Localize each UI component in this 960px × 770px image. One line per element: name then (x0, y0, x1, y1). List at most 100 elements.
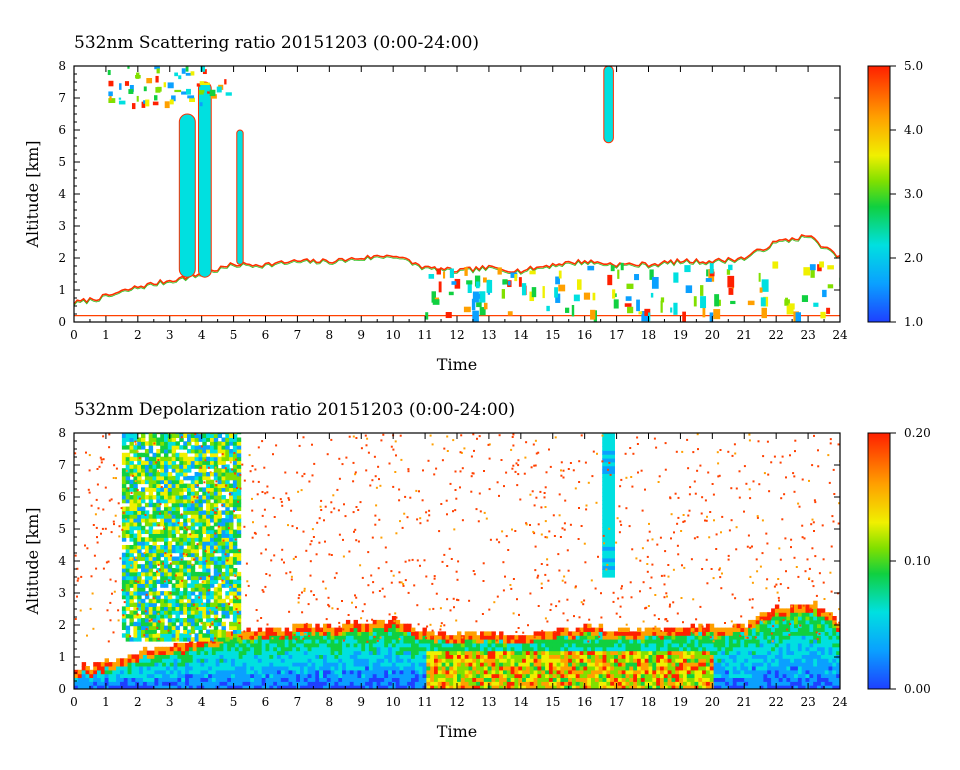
depol-cell (422, 654, 427, 659)
depol-cell (637, 681, 642, 686)
depol-cell (196, 681, 201, 686)
depol-cell (288, 673, 293, 678)
depol-cell (269, 669, 274, 675)
depol-cell (388, 677, 393, 682)
depol-cell (171, 437, 177, 442)
cirrus-cell (107, 69, 111, 76)
depol-cell (694, 662, 699, 667)
depol-cell (748, 627, 753, 632)
depol-cell (503, 677, 508, 682)
depol-cell (797, 673, 803, 678)
depol-cell (148, 629, 154, 634)
depol-cell (135, 662, 140, 667)
depol-cell (181, 685, 186, 689)
depol-cell (633, 650, 638, 655)
depol-cell (229, 583, 234, 588)
depol-cell (206, 568, 211, 573)
depol-cell (250, 646, 255, 652)
depol-cell (480, 677, 485, 682)
depol-cell (183, 452, 188, 458)
depol-cell (164, 514, 169, 519)
cirrus-cell (207, 91, 210, 94)
depol-cell (736, 681, 741, 686)
depol-cloud-cell (602, 553, 615, 559)
depol-cell (361, 658, 366, 663)
depol-cell (648, 639, 653, 644)
depol-cell (125, 510, 131, 515)
depol-cell (164, 583, 169, 588)
depol-cell (472, 646, 477, 652)
depol-cell (319, 654, 324, 659)
depol-cell (717, 658, 722, 663)
depol-cell (198, 556, 203, 561)
depol-cell (767, 623, 772, 629)
depol-cell (667, 631, 672, 636)
depol-cell (236, 445, 242, 450)
depol-cell (232, 591, 238, 596)
depol-cell (533, 631, 538, 636)
depol-cell (315, 681, 320, 686)
depol-cell (192, 662, 198, 667)
depol-cell (121, 571, 127, 577)
depol-cell (179, 537, 184, 542)
depol-cell (227, 681, 232, 686)
depol-cell (675, 673, 680, 678)
depol-cell (211, 666, 217, 671)
depol-cell (194, 518, 199, 523)
depol-cell (221, 460, 226, 465)
depol-cell (250, 658, 255, 663)
cirrus-cell (198, 90, 205, 95)
depol-cell (213, 452, 219, 458)
depol-cell (560, 654, 565, 659)
depol-cell (457, 631, 462, 636)
depol-cell (303, 666, 309, 671)
depol-cell (679, 639, 684, 644)
depol-cell (832, 677, 837, 682)
depol-cell (744, 627, 749, 632)
depol-cell (518, 666, 523, 671)
depol-cell (441, 639, 447, 644)
depol-cell (319, 642, 324, 648)
depol-cell (169, 666, 175, 671)
depol-cell (152, 614, 157, 619)
depol-cell (705, 642, 711, 648)
depol-cell (698, 623, 703, 629)
depol-cell (296, 669, 301, 675)
depol-cell (836, 623, 840, 629)
depol-cell (564, 646, 569, 652)
depol-cell (148, 598, 154, 604)
depol-cell (537, 673, 542, 678)
depol-cell (480, 673, 485, 678)
depol-cell (472, 666, 477, 671)
depol-cell (713, 642, 718, 648)
depol-cell (183, 433, 188, 438)
depol-cell (721, 635, 726, 640)
depol-cell (832, 650, 837, 655)
depol-cell (202, 545, 207, 550)
depol-cell (817, 642, 822, 648)
cirrus-cell (199, 102, 203, 107)
depol-cell (437, 673, 443, 678)
depol-cell (499, 658, 504, 663)
depol-cell (748, 654, 753, 659)
depol-cell (125, 529, 131, 534)
depol-cell (660, 642, 665, 648)
depol-cell (817, 669, 822, 675)
depol-cell (190, 506, 196, 511)
depol-cell (206, 560, 211, 565)
depol-cell (541, 658, 546, 663)
depol-cell (411, 646, 416, 652)
depol-cell (129, 472, 134, 477)
depol-cell (125, 560, 131, 565)
depol-cell (89, 673, 94, 678)
depol-cell (162, 666, 167, 671)
depol-cell (284, 650, 290, 655)
depol-cell (169, 646, 175, 652)
depol-cell (194, 475, 199, 481)
depol-cell (805, 677, 810, 682)
depol-cell (213, 575, 219, 581)
depol-cell (828, 650, 833, 655)
depol-cell (353, 677, 358, 682)
depol-cell (246, 658, 251, 663)
depol-cell (144, 606, 150, 611)
